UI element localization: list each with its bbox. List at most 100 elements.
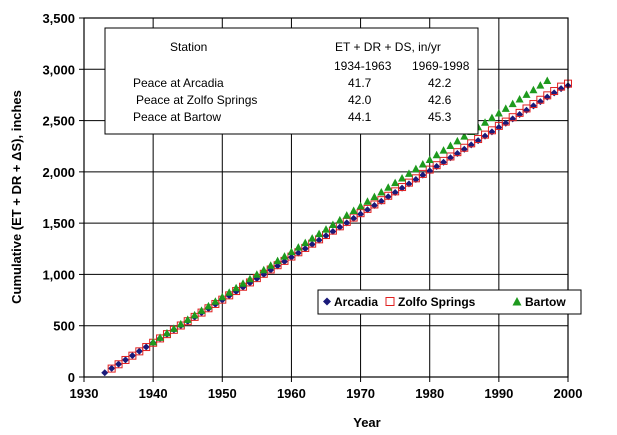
data-point-bartow <box>149 337 158 346</box>
data-point-bartow <box>446 141 455 149</box>
station-table-box <box>104 27 479 135</box>
data-point-bartow <box>225 288 234 296</box>
table-row-p2: 42.2 <box>428 76 452 90</box>
data-point-bartow <box>342 211 351 219</box>
table-header-measure: ET + DR + DS, in/yr <box>335 40 441 54</box>
data-point-bartow <box>259 265 268 274</box>
y-tick-label: 1,500 <box>42 216 75 231</box>
data-point-bartow <box>335 215 344 224</box>
data-point-zolfo-springs <box>460 143 469 152</box>
y-tick-label: 0 <box>68 370 75 385</box>
table-row-station: Peace at Bartow <box>133 110 221 124</box>
data-point-arcadia <box>101 369 109 377</box>
legend-box <box>317 289 582 315</box>
data-point-bartow <box>384 183 393 191</box>
data-point-bartow <box>239 279 248 287</box>
data-point-zolfo-springs <box>384 191 393 200</box>
data-point-bartow <box>398 174 407 182</box>
data-point-bartow <box>536 81 545 89</box>
data-point-bartow <box>252 270 261 278</box>
table-row-p2: 45.3 <box>428 110 452 124</box>
data-point-arcadia <box>322 232 330 240</box>
data-point-zolfo-springs <box>135 347 144 356</box>
legend-marker-bartow <box>512 297 522 306</box>
data-point-zolfo-springs <box>439 156 448 165</box>
data-point-zolfo-springs <box>467 139 476 148</box>
data-point-arcadia <box>281 258 289 266</box>
data-point-bartow <box>453 136 462 145</box>
data-point-arcadia <box>405 180 413 188</box>
y-tick-label: 3,000 <box>42 62 75 77</box>
data-point-zolfo-springs <box>550 87 559 96</box>
data-point-bartow <box>156 333 165 341</box>
legend-marker-arcadia <box>323 297 331 306</box>
data-point-zolfo-springs <box>515 108 524 117</box>
data-point-bartow <box>425 155 434 163</box>
data-point-zolfo-springs <box>481 130 490 139</box>
table-row-p1: 42.0 <box>348 93 372 107</box>
data-point-bartow <box>529 85 538 94</box>
x-tick-label: 1930 <box>70 386 99 401</box>
data-point-arcadia <box>398 184 406 192</box>
data-point-bartow <box>494 108 503 117</box>
data-point-zolfo-springs <box>398 183 407 192</box>
legend-marker-zolfo-springs <box>385 297 395 306</box>
data-point-arcadia <box>301 245 309 253</box>
data-point-arcadia <box>142 343 150 351</box>
data-point-bartow <box>211 297 220 305</box>
data-point-zolfo-springs <box>142 343 151 352</box>
data-point-bartow <box>487 113 496 122</box>
plot-frame <box>83 17 569 378</box>
data-point-zolfo-springs <box>501 117 510 126</box>
data-point-bartow <box>363 197 372 205</box>
data-point-arcadia <box>419 171 427 179</box>
data-point-zolfo-springs <box>453 148 462 157</box>
data-point-arcadia <box>294 249 302 257</box>
x-tick-label: 1960 <box>277 386 306 401</box>
data-point-arcadia <box>329 227 337 235</box>
data-point-arcadia <box>370 202 378 210</box>
data-point-zolfo-springs <box>107 364 116 373</box>
data-point-bartow <box>176 319 185 328</box>
data-point-bartow <box>315 229 324 238</box>
data-point-zolfo-springs <box>494 121 503 130</box>
data-point-bartow <box>377 187 386 196</box>
series-layer <box>101 76 572 377</box>
table-row-p1: 41.7 <box>348 76 372 90</box>
data-point-bartow <box>301 238 310 247</box>
data-point-arcadia <box>363 206 371 214</box>
data-point-zolfo-springs <box>474 135 483 144</box>
data-point-bartow <box>515 95 524 103</box>
x-tick-label: 1980 <box>415 386 444 401</box>
y-axis-title: Cumulative (ET + DR + ΔS), inches <box>9 90 24 304</box>
y-tick-label: 2,000 <box>42 165 75 180</box>
table-row-station: Peace at Zolfo Springs <box>136 93 257 107</box>
data-point-bartow <box>328 220 337 228</box>
data-point-bartow <box>245 274 254 283</box>
legend-label-arcadia: Arcadia <box>334 295 378 309</box>
data-point-zolfo-springs <box>425 165 434 174</box>
data-point-bartow <box>322 225 330 233</box>
data-point-bartow <box>280 252 289 260</box>
station-table: Station ET + DR + DS, in/yr 1934-1963 19… <box>104 27 479 135</box>
legend-label-zolfo-springs: Zolfo Springs <box>398 295 476 309</box>
data-point-arcadia <box>336 223 344 231</box>
data-point-bartow <box>432 150 441 159</box>
data-point-bartow <box>349 206 358 215</box>
data-point-bartow <box>162 328 171 337</box>
data-point-zolfo-springs <box>529 100 538 109</box>
data-point-bartow <box>508 99 517 108</box>
data-point-zolfo-springs <box>508 113 517 122</box>
data-point-zolfo-springs <box>487 126 496 135</box>
y-tick-label: 3,500 <box>42 11 75 26</box>
data-point-bartow <box>522 90 531 98</box>
data-point-arcadia <box>135 347 143 355</box>
data-point-arcadia <box>391 188 399 196</box>
data-point-zolfo-springs <box>391 187 400 196</box>
table-row-p2: 42.6 <box>428 93 452 107</box>
x-tick-label: 1940 <box>139 386 168 401</box>
data-point-bartow <box>501 104 510 112</box>
axis-layer: 1930 1940 1950 1960 1970 1980 1990 2000 0 500 1,00… <box>42 11 582 401</box>
data-point-bartow <box>287 247 296 256</box>
data-point-zolfo-springs <box>522 104 531 113</box>
